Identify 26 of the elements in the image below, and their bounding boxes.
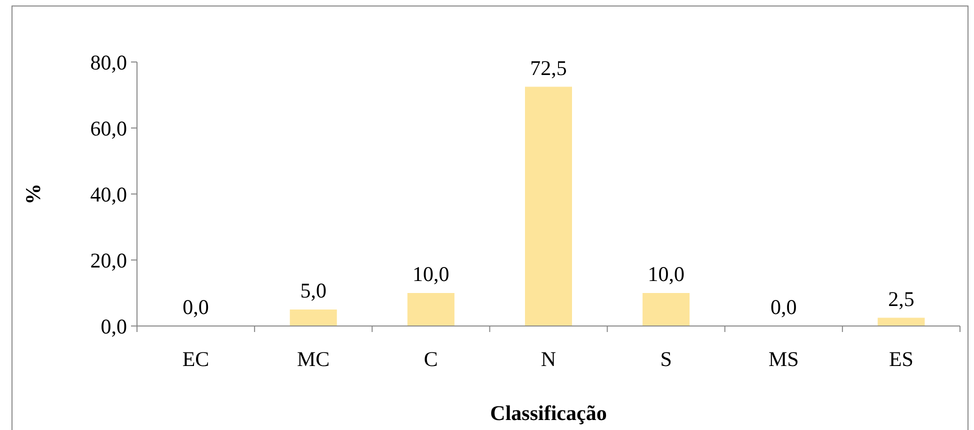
y-tick-label: 60,0 (90, 116, 127, 140)
bar (524, 86, 572, 326)
y-tick-label: 40,0 (90, 182, 127, 206)
y-tick-label: 0,0 (100, 314, 127, 338)
y-tick-label: 80,0 (90, 50, 127, 74)
data-label: 5,0 (300, 278, 326, 302)
x-tick-label: N (540, 347, 556, 371)
data-label: 10,0 (412, 262, 450, 286)
y-tick-label: 20,0 (90, 248, 127, 272)
data-label: 10,0 (648, 262, 684, 286)
x-tick-label: S (660, 347, 672, 371)
x-tick-label: MS (768, 347, 799, 371)
data-label: 0,0 (182, 295, 209, 319)
bar (407, 293, 454, 326)
x-tick-label: ES (888, 347, 914, 371)
bar (642, 293, 690, 326)
data-label: 72,5 (530, 56, 567, 80)
x-axis-title: Classificação (490, 401, 607, 425)
data-label: 0,0 (770, 295, 797, 319)
bar (878, 318, 925, 326)
bar (290, 310, 337, 326)
x-tick-label: EC (182, 347, 210, 371)
x-tick-label: C (424, 347, 438, 371)
data-label: 2,5 (888, 286, 914, 311)
y-axis-title: % (21, 184, 45, 204)
x-tick-label: MC (297, 347, 330, 371)
